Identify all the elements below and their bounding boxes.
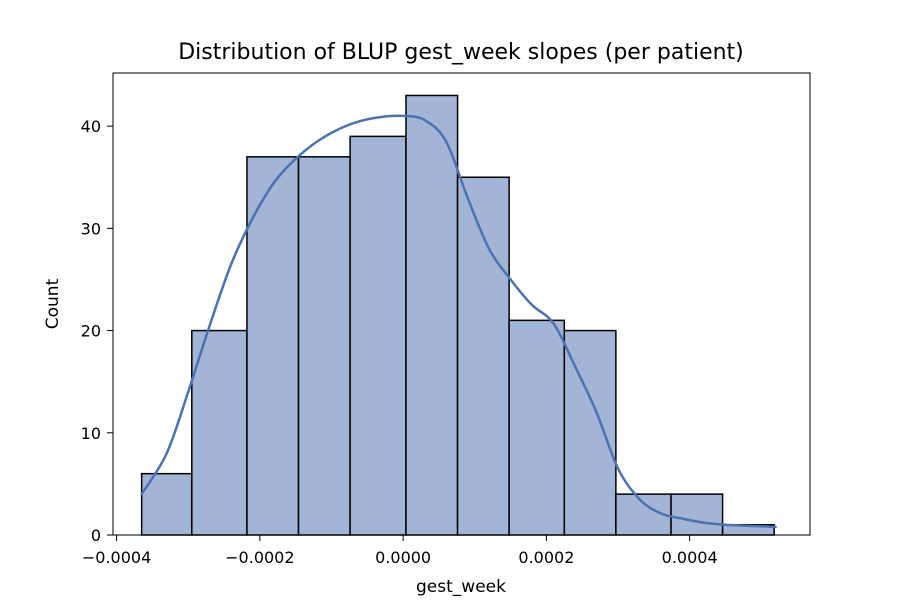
histogram-bar-7	[508, 319, 566, 536]
histogram-bar-10	[670, 493, 724, 536]
x-tick-label: 0.0002	[518, 548, 574, 567]
x-tick-label: −0.0002	[225, 548, 294, 567]
plot-frame	[112, 72, 811, 536]
x-axis-ticks: −0.0004 −0.0002 0.0000 0.0002 0.0004	[82, 535, 718, 567]
x-tick-label: 0.0000	[375, 548, 431, 567]
chart-title: Distribution of BLUP gest_week slopes (p…	[178, 40, 744, 65]
histogram-bars	[140, 94, 775, 536]
y-tick-label: 10	[81, 424, 101, 443]
histogram-bar-1	[191, 329, 248, 536]
kde-curve	[140, 114, 777, 529]
histogram-bar-6	[456, 176, 510, 536]
histogram-bar-2	[246, 156, 300, 536]
y-axis-ticks: 0 10 20 30 40	[81, 117, 113, 545]
histogram-bar-3	[297, 156, 351, 536]
y-axis-label: Count	[43, 278, 63, 329]
x-axis-label: gest_week	[416, 577, 506, 597]
histogram-bar-4	[349, 135, 407, 536]
y-tick-label: 30	[81, 219, 101, 238]
x-tick-label: −0.0004	[82, 548, 151, 567]
x-tick-label: 0.0004	[662, 548, 718, 567]
y-tick-label: 20	[81, 322, 101, 341]
histogram-bar-5	[405, 94, 459, 536]
y-tick-label: 0	[91, 526, 101, 545]
y-tick-label: 40	[81, 117, 101, 136]
